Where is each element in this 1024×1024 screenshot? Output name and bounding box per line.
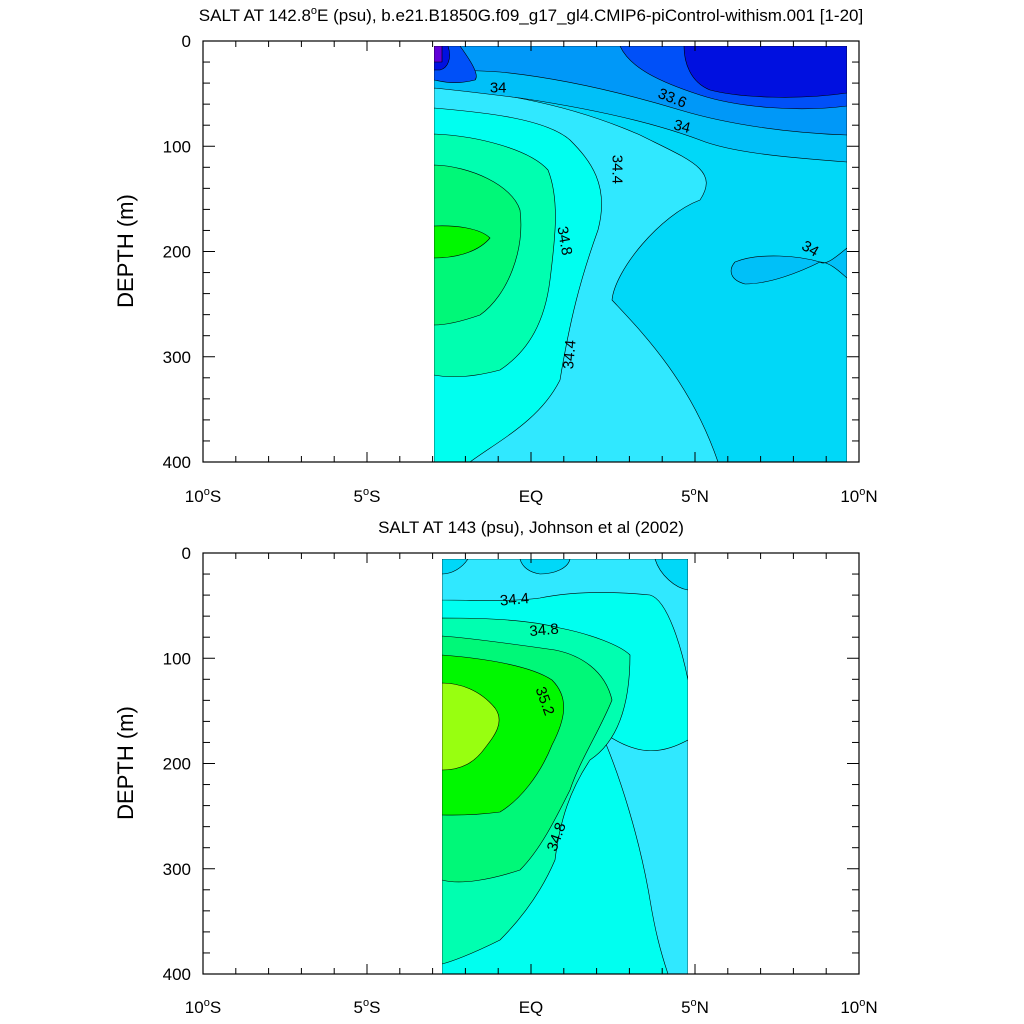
x-tick-label: 10oN [840,486,877,506]
top-title-prefix: SALT AT 142.8 [199,6,311,25]
contour-label: 34 [799,237,822,260]
x-tick-label: EQ [519,487,544,506]
y-tick-label: 300 [163,860,191,879]
bottom-title: SALT AT 143 (psu), Johnson et al (2002) [378,518,684,537]
contour-label: 34.8 [529,621,560,640]
y-tick-label: 300 [163,348,191,367]
bottom-panel: SALT AT 143 (psu), Johnson et al (2002) … [113,518,878,1017]
bottom-region-354 [442,682,500,771]
top-region-334 [434,46,847,98]
top-region-332 [434,46,443,63]
bottom-contour-fills [442,559,688,974]
top-title-sup: o [311,5,317,17]
contour-label: 34.4 [608,155,625,184]
y-tick-label: 200 [163,243,191,262]
y-tick-label: 0 [182,544,191,563]
contour-label: 34.8 [553,225,575,257]
top-x-ticks [202,41,860,462]
y-tick-label: 400 [163,965,191,984]
y-tick-label: 200 [163,755,191,774]
x-tick-label: 5oS [354,997,381,1017]
contour-label: 34.4 [499,590,530,609]
bottom-region-346-west [599,729,688,974]
top-title-suffix: E (psu), b.e21.B1850G.f09_g17_gl4.CMIP6-… [317,6,863,25]
bottom-region-344 [442,559,688,681]
bottom-region-342 [442,559,688,591]
y-tick-label: 100 [163,649,191,668]
x-tick-label: 5oS [354,486,381,506]
x-tick-label: 10oS [185,997,221,1017]
y-tick-label: 400 [163,453,191,472]
top-region-340-blob [730,255,821,285]
contour-label: 34 [490,79,507,96]
x-tick-label: 5oN [681,997,709,1017]
bottom-x-ticks [202,553,860,974]
y-tick-label: 100 [163,137,191,156]
x-tick-label: 10oS [185,486,221,506]
top-contour-fills [434,46,847,462]
top-title: SALT AT 142.8oE (psu), b.e21.B1850G.f09_… [199,5,863,25]
bottom-x-tick-labels: 10oS 5oS EQ 5oN 10oN [185,997,878,1017]
x-tick-label: 10oN [840,997,877,1017]
top-y-axis-label: DEPTH (m) [113,194,138,308]
bottom-y-tick-labels: 0 100 200 300 400 [163,544,191,984]
top-region-340-edge [819,247,847,279]
contour-label: 34 [672,117,692,138]
x-tick-label: EQ [519,998,544,1017]
top-y-ticks [203,40,859,463]
contour-label: 34.4 [560,339,579,370]
bottom-y-axis-label: DEPTH (m) [113,706,138,820]
y-tick-label: 0 [182,32,191,51]
top-x-tick-labels: 10oS 5oS EQ 5oN 10oN [185,486,878,506]
x-tick-label: 5oN [681,486,709,506]
top-y-tick-labels: 0 100 200 300 400 [163,32,191,472]
top-region-352 [434,225,491,259]
bottom-y-ticks [203,552,859,975]
top-panel: SALT AT 142.8oE (psu), b.e21.B1850G.f09_… [113,5,878,506]
